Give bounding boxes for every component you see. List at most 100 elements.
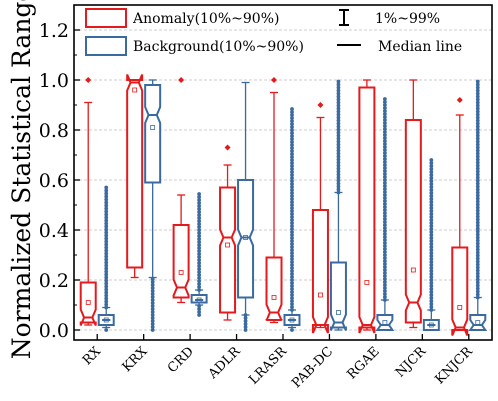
background-outlier-point	[475, 268, 480, 273]
background-outlier-point	[429, 197, 434, 201]
anomaly-box	[451, 246, 469, 336]
background-outlier-point	[197, 213, 202, 217]
background-outlier-point	[290, 245, 294, 249]
background-outlier-point	[382, 232, 387, 236]
mean-marker	[225, 242, 230, 248]
background-outlier-point	[290, 287, 294, 291]
background-outlier-point	[475, 85, 480, 90]
background-outlier-point	[475, 217, 480, 222]
background-outlier-point	[429, 227, 434, 231]
background-outlier-point	[475, 103, 480, 108]
mean-marker	[196, 297, 202, 303]
background-outlier-point	[290, 218, 294, 222]
background-outlier-point	[475, 277, 480, 282]
background-outlier-point	[197, 207, 202, 211]
background-outlier-point	[429, 281, 434, 285]
background-outlier-point	[290, 203, 294, 207]
background-outlier-point	[290, 230, 294, 234]
background-outlier-point	[382, 295, 387, 299]
background-outlier-point	[475, 121, 480, 126]
x-tick-label: KNJCR	[432, 343, 476, 387]
background-outlier-point	[290, 269, 294, 273]
background-outlier-point	[475, 265, 480, 270]
background-outlier-point	[197, 246, 202, 250]
background-outlier-point	[382, 292, 387, 296]
background-outlier-point	[290, 152, 294, 156]
y-tick-label: 0.6	[39, 170, 69, 192]
background-outlier-point	[475, 289, 480, 294]
background-outlier-point	[150, 313, 155, 317]
x-tick-label: KRX	[120, 344, 151, 375]
background-outlier-point	[475, 79, 480, 84]
background-outlier-point	[429, 302, 434, 306]
background-outlier-point	[475, 274, 480, 279]
background-outlier-point	[336, 85, 341, 90]
background-outlier-point	[429, 278, 434, 282]
background-outlier-point	[197, 201, 202, 205]
background-outlier-point	[475, 223, 480, 228]
background-outlier-point	[382, 97, 387, 101]
background-outlier-point	[475, 232, 480, 237]
background-outlier-point	[475, 91, 480, 96]
anomaly-box	[265, 256, 283, 321]
background-outlier-point	[290, 248, 294, 252]
background-outlier-point	[336, 121, 341, 126]
background-outlier-point	[429, 293, 434, 297]
background-outlier-point	[336, 124, 341, 129]
background-outlier-point	[336, 88, 341, 93]
background-outlier-point	[475, 166, 480, 171]
background-outlier-point	[290, 328, 294, 332]
background-outlier-point	[290, 137, 294, 141]
mean-marker	[364, 280, 370, 285]
mean-marker	[132, 87, 138, 93]
anomaly-box	[219, 186, 237, 314]
background-outlier-point	[382, 235, 387, 239]
background-outlier-point	[475, 88, 480, 93]
background-outlier-point	[290, 227, 294, 231]
mean-marker	[178, 270, 184, 275]
background-outlier-point	[104, 254, 109, 259]
background-outlier-point	[290, 140, 294, 144]
background-outlier-point	[382, 166, 387, 170]
background-outlier-point	[197, 219, 202, 223]
background-outlier-point	[475, 235, 480, 240]
mean-marker	[336, 310, 341, 315]
anomaly-box-group	[404, 79, 422, 329]
background-outlier-point	[382, 115, 387, 119]
background-outlier-point	[429, 206, 434, 210]
mean-marker	[428, 322, 434, 328]
background-outlier-point	[290, 161, 294, 165]
background-outlier-point	[382, 262, 387, 266]
background-outlier-point	[197, 258, 202, 262]
background-outlier-point	[429, 185, 434, 189]
background-outlier-point	[290, 302, 294, 306]
background-outlier-point	[104, 293, 109, 298]
background-outlier-point	[382, 271, 387, 275]
background-outlier-point	[197, 267, 202, 271]
background-outlier-point	[429, 248, 434, 252]
background-outlier-point	[429, 170, 434, 174]
background-outlier-point	[290, 158, 294, 162]
background-outlier-point	[475, 196, 480, 201]
background-outlier-point	[382, 214, 387, 218]
background-outlier-point	[290, 239, 294, 243]
background-outlier-point	[475, 202, 480, 207]
background-outlier-point	[197, 228, 202, 232]
background-outlier-point	[382, 202, 387, 206]
background-outlier-point	[104, 191, 109, 196]
anomaly-box-group	[358, 79, 376, 334]
background-outlier-point	[336, 169, 341, 174]
background-outlier-point	[475, 271, 480, 276]
background-outlier-point	[104, 185, 109, 190]
background-outlier-point	[104, 302, 109, 307]
background-outlier-point	[336, 166, 341, 171]
background-outlier-point	[290, 155, 294, 159]
background-outlier-point	[429, 242, 434, 246]
background-box-group	[468, 79, 488, 331]
background-outlier-point	[475, 262, 480, 267]
background-outlier-point	[429, 176, 434, 180]
background-outlier-point	[290, 119, 294, 123]
mean-marker	[85, 300, 91, 305]
y-tick-label: 0.4	[39, 220, 69, 242]
background-outlier-point	[290, 272, 294, 276]
